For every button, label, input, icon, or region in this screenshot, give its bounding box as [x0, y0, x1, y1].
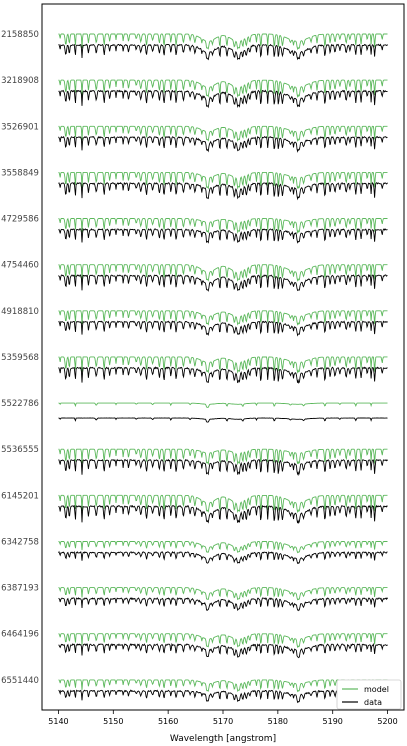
x-tick-label: 5140	[48, 717, 68, 726]
x-axis: 5140 5150 5160 5170 5180 5190 5200	[48, 710, 398, 726]
star-id-label: 5359568	[1, 353, 39, 363]
data-series-line	[58, 89, 388, 109]
legend: model data	[336, 679, 402, 710]
spectrum-panel	[58, 310, 388, 337]
model-series-line	[58, 587, 388, 601]
data-series-line	[58, 43, 388, 61]
spectrum-panel	[58, 540, 388, 565]
star-id-label: 6387193	[1, 584, 39, 594]
x-tick-label: 5160	[158, 717, 178, 726]
star-id-label: 4729586	[1, 215, 39, 225]
star-id-label: 6145201	[1, 491, 39, 501]
model-series-line	[58, 263, 388, 282]
x-tick-label: 5200	[377, 717, 397, 726]
model-series-line	[58, 679, 388, 693]
star-id-label: 6464196	[1, 630, 39, 640]
legend-model-label: model	[364, 685, 389, 694]
star-id-label: 3558849	[1, 168, 39, 178]
data-series-line	[58, 135, 388, 153]
model-series-line	[58, 125, 388, 143]
spectrum-panel	[58, 679, 388, 704]
spectrum-panel	[58, 402, 388, 423]
star-id-label: 6551440	[1, 676, 39, 686]
x-axis-label: Wavelength [angstrom]	[170, 734, 276, 744]
model-series-line	[58, 310, 388, 326]
data-series-line	[58, 504, 388, 524]
star-id-label: 6342758	[1, 537, 39, 547]
spectrum-panel	[58, 494, 388, 524]
model-series-line	[58, 633, 388, 649]
data-series-line	[58, 366, 388, 384]
data-series-line	[58, 417, 388, 423]
data-series-line	[58, 273, 388, 292]
model-series-line	[58, 171, 388, 190]
legend-data-label: data	[364, 698, 382, 707]
star-id-label: 5522786	[1, 399, 39, 409]
model-series-line	[58, 356, 388, 374]
spectrum-panel	[58, 33, 388, 61]
spectrum-panel	[58, 587, 388, 612]
x-tick-label: 5180	[268, 717, 288, 726]
star-id-label: 4754460	[1, 261, 39, 271]
spectrum-panel	[58, 448, 388, 476]
star-id-label: 5536555	[1, 445, 39, 455]
model-series-line	[58, 217, 388, 235]
data-series-line	[58, 642, 388, 659]
data-series-line	[58, 458, 388, 476]
spectrum-panel	[58, 171, 388, 201]
model-series-line	[58, 448, 388, 466]
model-series-line	[58, 540, 388, 554]
model-series-line	[58, 33, 388, 51]
data-series-line	[58, 181, 388, 201]
spectra-layer	[58, 33, 388, 704]
x-tick-label: 5150	[103, 717, 123, 726]
spectrum-panel	[58, 263, 388, 292]
spectrum-panel	[58, 217, 388, 244]
model-series-line	[58, 79, 388, 99]
model-series-line	[58, 402, 388, 408]
x-tick-label: 5190	[323, 717, 343, 726]
star-id-label: 3218908	[1, 76, 39, 86]
star-id-label: 2158850	[1, 30, 39, 40]
star-id-label: 3526901	[1, 122, 39, 132]
x-tick-label: 5170	[213, 717, 233, 726]
star-id-labels: 2158850 3218908 3526901 3558849 4729586 47544…	[1, 30, 39, 686]
model-series-line	[58, 494, 388, 514]
data-series-line	[58, 596, 388, 612]
spectrum-panel	[58, 633, 388, 659]
data-series-line	[58, 227, 388, 244]
spectrum-panel	[58, 356, 388, 384]
data-series-line	[58, 550, 388, 565]
data-series-line	[58, 689, 388, 704]
spectrum-panel	[58, 79, 388, 109]
spectrum-panel	[58, 125, 388, 153]
data-series-line	[58, 320, 388, 337]
star-id-label: 4918810	[1, 307, 39, 317]
